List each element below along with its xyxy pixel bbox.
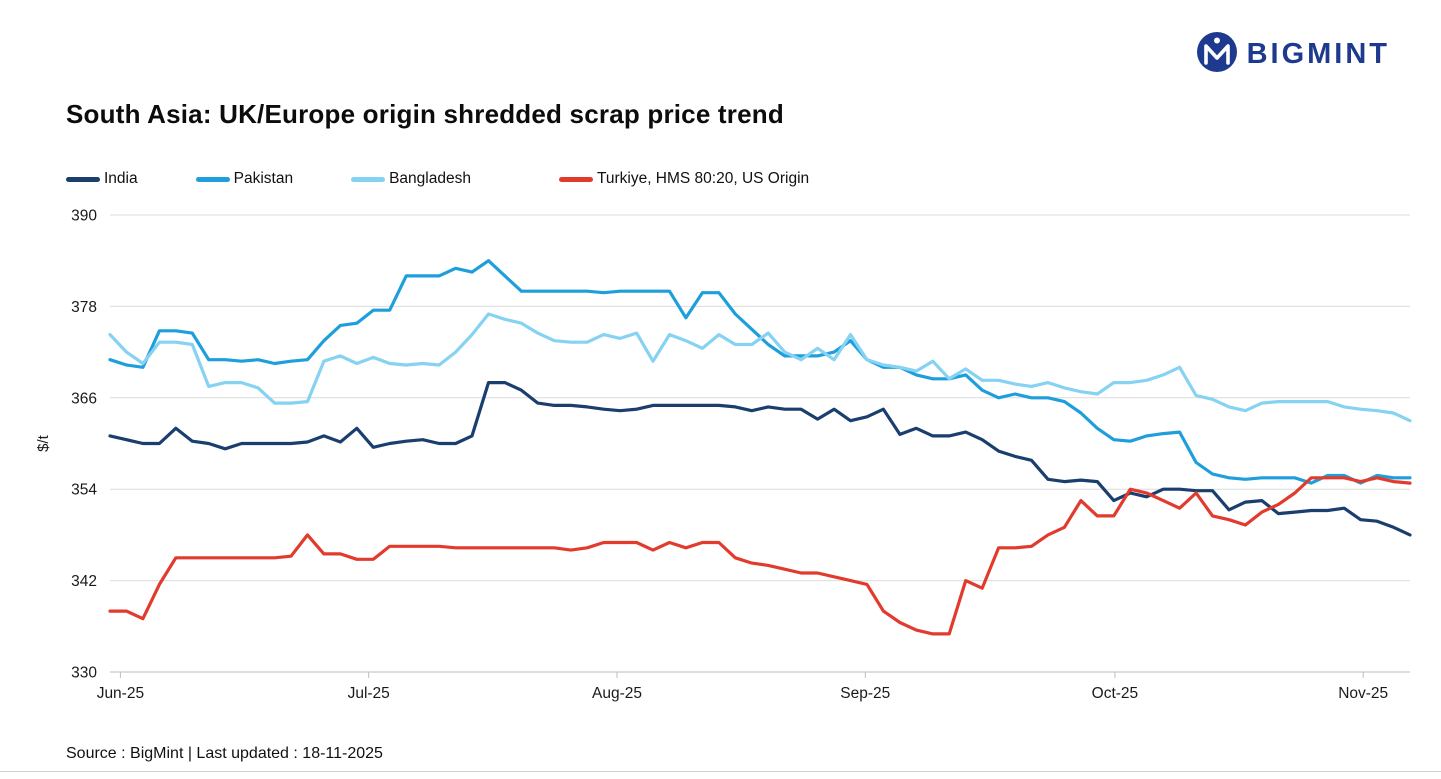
legend-label-bangladesh: Bangladesh: [389, 170, 471, 187]
x-tick-label: Oct-25: [1092, 685, 1139, 702]
series-line-pakistan: [108, 259, 1412, 485]
x-tick-label: Aug-25: [592, 685, 642, 702]
legend-item-turkiye: Turkiye, HMS 80:20, US Origin: [558, 170, 810, 188]
y-tick-label: 330: [71, 665, 97, 682]
y-axis-label: $/t: [35, 434, 52, 452]
legend-swatch-pakistan: [195, 176, 230, 182]
legend-label-turkiye: Turkiye, HMS 80:20, US Origin: [596, 170, 810, 187]
price-trend-chart: 390 378 366 354 342 330 Jun-25 Jul-25 Aug-25 Sep-…: [0, 195, 1441, 715]
chart-legend: India Pakistan Bangladesh Turkiye, HMS 8…: [66, 170, 867, 188]
x-tick-label: Jul-25: [348, 685, 390, 702]
brand-logo: BIGMINT: [1196, 31, 1390, 78]
legend-item-pakistan: Pakistan: [195, 170, 294, 188]
bigmint-logo-icon: [1196, 31, 1238, 78]
legend-swatch-india: [66, 176, 100, 182]
bigmint-logo-text: BIGMINT: [1246, 38, 1390, 70]
legend-swatch-turkiye: [558, 176, 593, 182]
legend-swatch-bangladesh: [351, 176, 386, 182]
y-tick-label: 354: [71, 482, 97, 499]
chart-title: South Asia: UK/Europe origin shredded sc…: [66, 99, 784, 129]
source-note: Source : BigMint | Last updated : 18-11-…: [66, 745, 383, 762]
x-tick-label: Nov-25: [1338, 685, 1388, 702]
legend-label-india: India: [104, 170, 138, 187]
series-line-india: [108, 381, 1412, 537]
y-tick-label: 378: [71, 299, 97, 316]
legend-item-bangladesh: Bangladesh: [351, 170, 471, 188]
y-tick-label: 366: [71, 390, 97, 407]
bottom-divider: [0, 771, 1441, 772]
series-line-bangladesh: [108, 312, 1412, 423]
x-tick-label: Jun-25: [97, 685, 144, 702]
series-line-turkiye: [108, 476, 1412, 636]
y-tick-label: 342: [71, 573, 97, 590]
y-tick-label: 390: [71, 208, 97, 225]
legend-label-pakistan: Pakistan: [233, 170, 294, 187]
x-tick-label: Sep-25: [840, 685, 890, 702]
legend-item-india: India: [66, 170, 138, 188]
